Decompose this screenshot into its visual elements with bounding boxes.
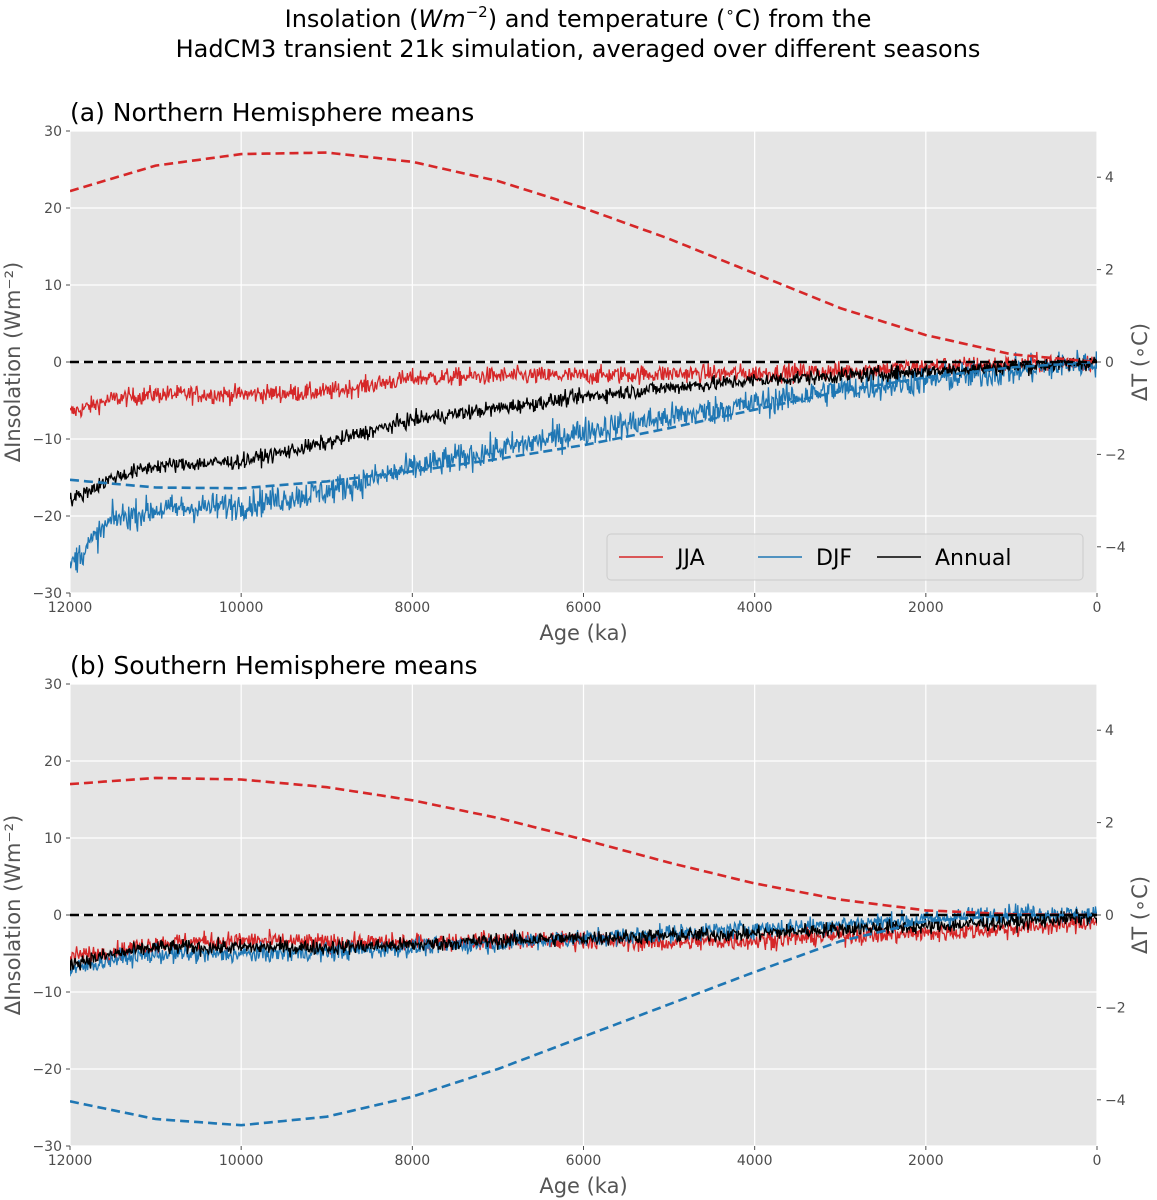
insolation-line-djf-insolation xyxy=(70,360,1097,490)
y-left-tick-label: 10 xyxy=(44,278,62,294)
y-right-tick-label: 2 xyxy=(1105,263,1114,279)
y-right-tick-label: 0 xyxy=(1105,355,1114,371)
x-tick-label: 4000 xyxy=(737,600,773,616)
temperature-line-djf xyxy=(70,349,1097,573)
y-right-tick-label: −4 xyxy=(1105,1093,1126,1109)
y-left-axis-label: ΔInsolation (Wm⁻²) xyxy=(1,815,25,1015)
legend-label-djf: DJF xyxy=(816,546,852,571)
x-axis-label: Age (ka) xyxy=(539,1174,627,1198)
figure-title-line1: Insolation (Wm−2) and temperature (∘C) f… xyxy=(285,3,872,33)
y-left-tick-label: −20 xyxy=(32,1062,62,1078)
x-tick-label: 4000 xyxy=(737,1153,773,1169)
insolation-line-jja-insolation xyxy=(70,776,1097,917)
x-tick-label: 0 xyxy=(1093,600,1102,616)
x-tick-label: 8000 xyxy=(395,1153,431,1169)
legend-box xyxy=(606,533,1084,581)
y-right-tick-label: −2 xyxy=(1105,447,1126,463)
y-left-tick-label: −10 xyxy=(32,985,62,1001)
data-layer xyxy=(70,776,1097,1127)
y-left-tick-label: −20 xyxy=(32,509,62,525)
y-right-axis-label: ΔT (∘C) xyxy=(1128,323,1152,401)
x-tick-label: 10000 xyxy=(219,1153,264,1169)
y-right-tick-label: 4 xyxy=(1105,723,1114,739)
panel-title: (b) Southern Hemisphere means xyxy=(70,651,478,680)
y-left-tick-label: 0 xyxy=(53,355,62,371)
y-left-tick-label: −30 xyxy=(32,586,62,602)
x-axis-label: Age (ka) xyxy=(539,621,627,645)
legend-label-annual: Annual xyxy=(935,546,1011,571)
x-tick-label: 2000 xyxy=(908,600,944,616)
x-tick-label: 6000 xyxy=(566,600,602,616)
x-tick-label: 2000 xyxy=(908,1153,944,1169)
y-right-tick-label: −2 xyxy=(1105,1000,1126,1016)
x-tick-label: 6000 xyxy=(566,1153,602,1169)
y-left-tick-label: −30 xyxy=(32,1139,62,1155)
y-left-tick-label: 10 xyxy=(44,831,62,847)
x-tick-label: 8000 xyxy=(395,600,431,616)
y-left-tick-label: 20 xyxy=(44,754,62,770)
data-layer xyxy=(70,151,1097,573)
y-right-axis-label: ΔT (∘C) xyxy=(1128,876,1152,954)
y-left-tick-label: 0 xyxy=(53,908,62,924)
legend: JJA DJF Annual xyxy=(606,533,1084,581)
x-tick-label: 10000 xyxy=(219,600,264,616)
y-right-tick-label: −4 xyxy=(1105,540,1126,556)
panel-southern-hemisphere: 12000 10000 8000 6000 4000 2000 0−30−20−100102… xyxy=(1,651,1152,1198)
y-left-tick-label: 30 xyxy=(44,677,62,693)
temperature-line-jja xyxy=(70,913,1097,966)
insolation-line-jja-insolation xyxy=(70,151,1097,364)
y-left-axis-label: ΔInsolation (Wm⁻²) xyxy=(1,262,25,462)
y-left-tick-label: 30 xyxy=(44,124,62,140)
legend-label-jja: JJA xyxy=(675,546,705,571)
x-tick-label: 0 xyxy=(1093,1153,1102,1169)
panel-northern-hemisphere: 12000 10000 8000 6000 4000 2000 0−30−20−100102… xyxy=(1,98,1152,645)
panel-title: (a) Northern Hemisphere means xyxy=(70,98,474,127)
y-right-tick-label: 0 xyxy=(1105,908,1114,924)
insolation-line-djf-insolation xyxy=(70,913,1097,1127)
figure-title-line2: HadCM3 transient 21k simulation, average… xyxy=(176,35,981,63)
x-tick-label: 12000 xyxy=(48,1153,93,1169)
temperature-line-annual xyxy=(70,355,1097,507)
y-left-tick-label: −10 xyxy=(32,432,62,448)
y-left-tick-label: 20 xyxy=(44,201,62,217)
temperature-line-annual xyxy=(70,909,1097,971)
y-right-tick-label: 2 xyxy=(1105,816,1114,832)
x-tick-label: 12000 xyxy=(48,600,93,616)
y-right-tick-label: 4 xyxy=(1105,170,1114,186)
